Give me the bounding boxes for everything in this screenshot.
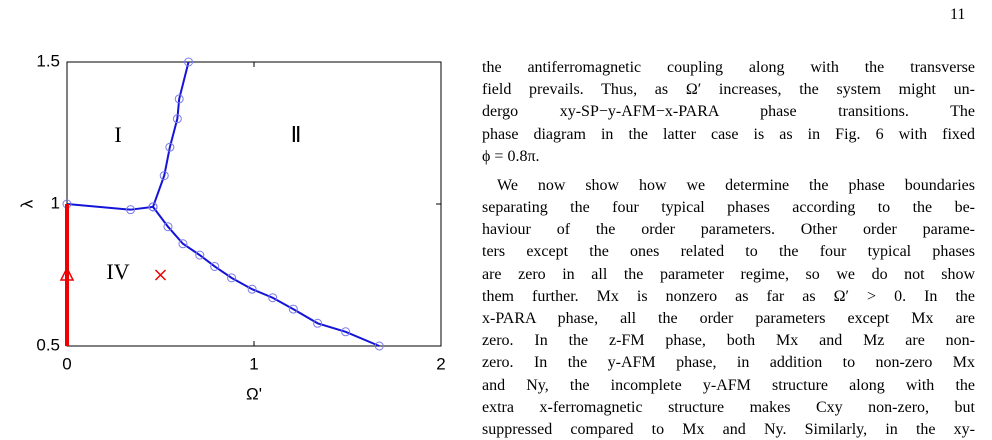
boundary-marker bbox=[288, 304, 298, 314]
boundary-marker bbox=[195, 250, 205, 260]
text-line: haviour of the order parameters. Other o… bbox=[482, 221, 975, 239]
boundary-line bbox=[152, 61, 190, 208]
region-label: IV bbox=[106, 259, 129, 284]
text-line: the antiferromagnetic coupling along wit… bbox=[482, 59, 975, 76]
text-line: separating the four typical phases accor… bbox=[482, 199, 975, 216]
text-line: We now show how we determine the phase b… bbox=[497, 176, 975, 194]
boundary-marker bbox=[178, 239, 188, 249]
region-label: Ⅱ bbox=[291, 122, 302, 147]
boundary-line bbox=[66, 203, 154, 211]
boundary-marker bbox=[268, 293, 278, 303]
boundary-marker bbox=[159, 171, 169, 181]
boundary-marker bbox=[184, 57, 194, 67]
x-axis-label: Ω' bbox=[246, 384, 262, 403]
boundary-marker bbox=[313, 318, 323, 328]
boundary-marker bbox=[374, 341, 384, 351]
x-tick-label: 2 bbox=[436, 354, 445, 373]
text-line: zero. In the z-FM phase, both Mx and Mz … bbox=[482, 332, 975, 350]
boundary-line bbox=[152, 206, 380, 347]
text-line: suppressed compared to Mx and Ny. Simila… bbox=[482, 421, 975, 438]
boundary-marker bbox=[341, 327, 351, 337]
boundary-marker bbox=[247, 284, 257, 294]
page-number: 11 bbox=[950, 6, 966, 23]
y-tick-label: 1.5 bbox=[36, 51, 60, 70]
boundary-marker bbox=[174, 94, 184, 104]
region-label: I bbox=[114, 122, 121, 147]
y-tick-label: 1 bbox=[51, 193, 60, 212]
text-line: ters except the ones related to the four… bbox=[482, 243, 975, 261]
boundary-marker bbox=[210, 261, 220, 271]
text-line: dergo xy-SP−y-AFM−x-PARA phase transitio… bbox=[482, 103, 975, 121]
boundary-marker bbox=[163, 222, 173, 232]
text-line: and Ny, the incomplete y-AFM structure a… bbox=[482, 376, 975, 394]
boundary-marker bbox=[227, 273, 237, 283]
text-line: ϕ = 0.8π. bbox=[482, 147, 540, 165]
text-line: are zero in all the parameter regime, so… bbox=[482, 265, 975, 283]
text-line: x-PARA phase, all the order parameters e… bbox=[482, 310, 975, 327]
text-line: extra x-ferromagnetic structure makes Cx… bbox=[482, 398, 975, 416]
boundary-marker bbox=[172, 114, 182, 124]
y-tick-label: 0.5 bbox=[36, 335, 60, 354]
chart: 0 1 2 0.5 1 1.5 Ω' λ I Ⅱ IV bbox=[17, 51, 445, 403]
boundary-marker bbox=[165, 142, 175, 152]
text-line: field prevails. Thus, as Ω′ increases, t… bbox=[482, 81, 975, 99]
x-tick-label: 0 bbox=[62, 354, 71, 373]
cross-point bbox=[154, 269, 167, 281]
y-axis-label: λ bbox=[17, 199, 36, 208]
triangle-point bbox=[59, 266, 75, 281]
plot-frame bbox=[66, 61, 442, 347]
x-tick-label: 1 bbox=[249, 354, 258, 373]
text-line: phase diagram in the latter case is as i… bbox=[482, 125, 975, 143]
boundary-marker bbox=[126, 205, 136, 215]
text-line: zero. In the y-AFM phase, in addition to… bbox=[482, 354, 975, 372]
text-line: them further. Mx is nonzero as far as Ω′… bbox=[482, 287, 975, 305]
boundary-marker bbox=[148, 202, 158, 212]
